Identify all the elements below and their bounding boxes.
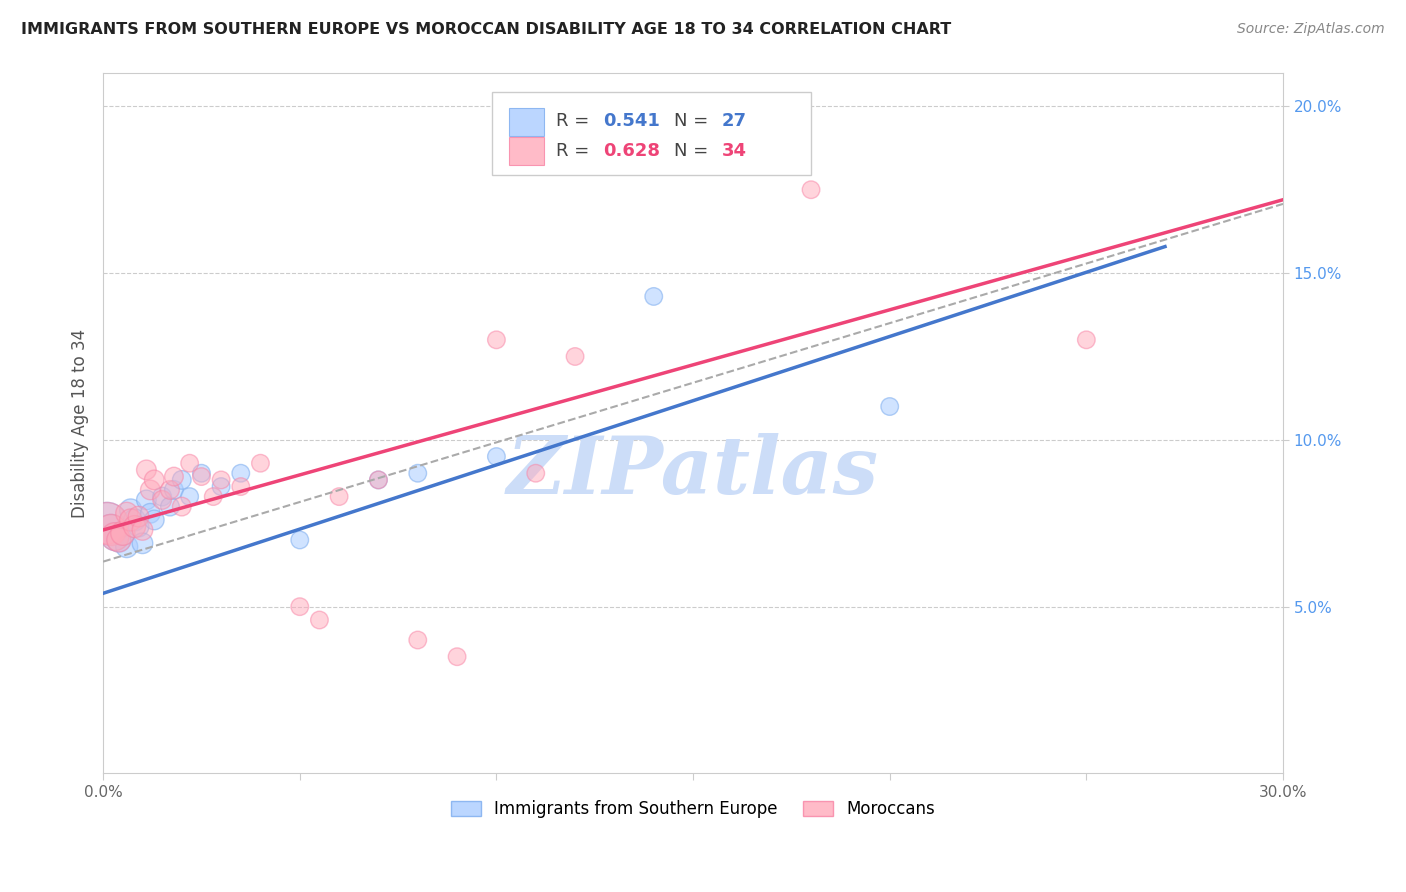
Point xyxy=(179,490,201,504)
Point xyxy=(96,516,118,531)
Point xyxy=(104,530,127,544)
Point xyxy=(128,509,150,524)
Point xyxy=(328,490,350,504)
Point xyxy=(139,483,162,497)
Point xyxy=(163,483,186,497)
Point xyxy=(249,456,271,470)
Point xyxy=(150,490,173,504)
Point xyxy=(159,483,181,497)
Bar xyxy=(509,137,544,165)
Point xyxy=(170,500,193,514)
Point xyxy=(108,533,131,547)
Point xyxy=(100,523,122,537)
Bar xyxy=(509,108,544,136)
Text: 0.541: 0.541 xyxy=(603,112,661,130)
Legend: Immigrants from Southern Europe, Moroccans: Immigrants from Southern Europe, Morocca… xyxy=(444,793,942,824)
Point xyxy=(485,450,508,464)
Point xyxy=(288,599,311,614)
Point xyxy=(564,350,586,364)
Text: N =: N = xyxy=(675,142,714,160)
Point xyxy=(209,473,232,487)
Text: N =: N = xyxy=(675,112,714,130)
Point xyxy=(139,506,162,520)
Point xyxy=(367,473,389,487)
Text: IMMIGRANTS FROM SOUTHERN EUROPE VS MOROCCAN DISABILITY AGE 18 TO 34 CORRELATION : IMMIGRANTS FROM SOUTHERN EUROPE VS MOROC… xyxy=(21,22,952,37)
Text: Source: ZipAtlas.com: Source: ZipAtlas.com xyxy=(1237,22,1385,37)
Point xyxy=(879,400,901,414)
Point xyxy=(485,333,508,347)
Point xyxy=(190,469,212,483)
Point xyxy=(104,530,127,544)
Point xyxy=(446,649,468,664)
Point xyxy=(143,473,166,487)
Point xyxy=(159,500,181,514)
Text: R =: R = xyxy=(557,112,595,130)
Point xyxy=(131,523,153,537)
Point xyxy=(406,467,429,481)
Point xyxy=(1076,333,1098,347)
Text: 27: 27 xyxy=(721,112,747,130)
Point xyxy=(202,490,225,504)
Point xyxy=(131,536,153,550)
Point xyxy=(96,516,118,531)
Text: ZIPatlas: ZIPatlas xyxy=(508,434,879,511)
Point xyxy=(367,473,389,487)
Point xyxy=(124,519,146,533)
Point xyxy=(135,463,157,477)
Point xyxy=(163,469,186,483)
Point xyxy=(190,467,212,481)
Point xyxy=(643,289,665,303)
Point xyxy=(179,456,201,470)
Point xyxy=(524,467,547,481)
Point xyxy=(170,473,193,487)
Point xyxy=(209,479,232,493)
Point xyxy=(229,467,252,481)
Bar xyxy=(492,92,811,175)
Point xyxy=(229,479,252,493)
Point xyxy=(150,492,173,507)
Point xyxy=(108,533,131,547)
Point xyxy=(120,513,142,527)
Point xyxy=(115,506,138,520)
Point xyxy=(111,526,134,541)
Point xyxy=(143,513,166,527)
Point xyxy=(406,633,429,648)
Point xyxy=(124,513,146,527)
Point xyxy=(120,503,142,517)
Point xyxy=(135,492,157,507)
Point xyxy=(288,533,311,547)
Text: 34: 34 xyxy=(721,142,747,160)
Point xyxy=(128,519,150,533)
Point xyxy=(308,613,330,627)
Point xyxy=(111,526,134,541)
Y-axis label: Disability Age 18 to 34: Disability Age 18 to 34 xyxy=(72,328,89,517)
Point xyxy=(100,523,122,537)
Point xyxy=(115,540,138,554)
Text: R =: R = xyxy=(557,142,595,160)
Text: 0.628: 0.628 xyxy=(603,142,661,160)
Point xyxy=(800,183,823,197)
